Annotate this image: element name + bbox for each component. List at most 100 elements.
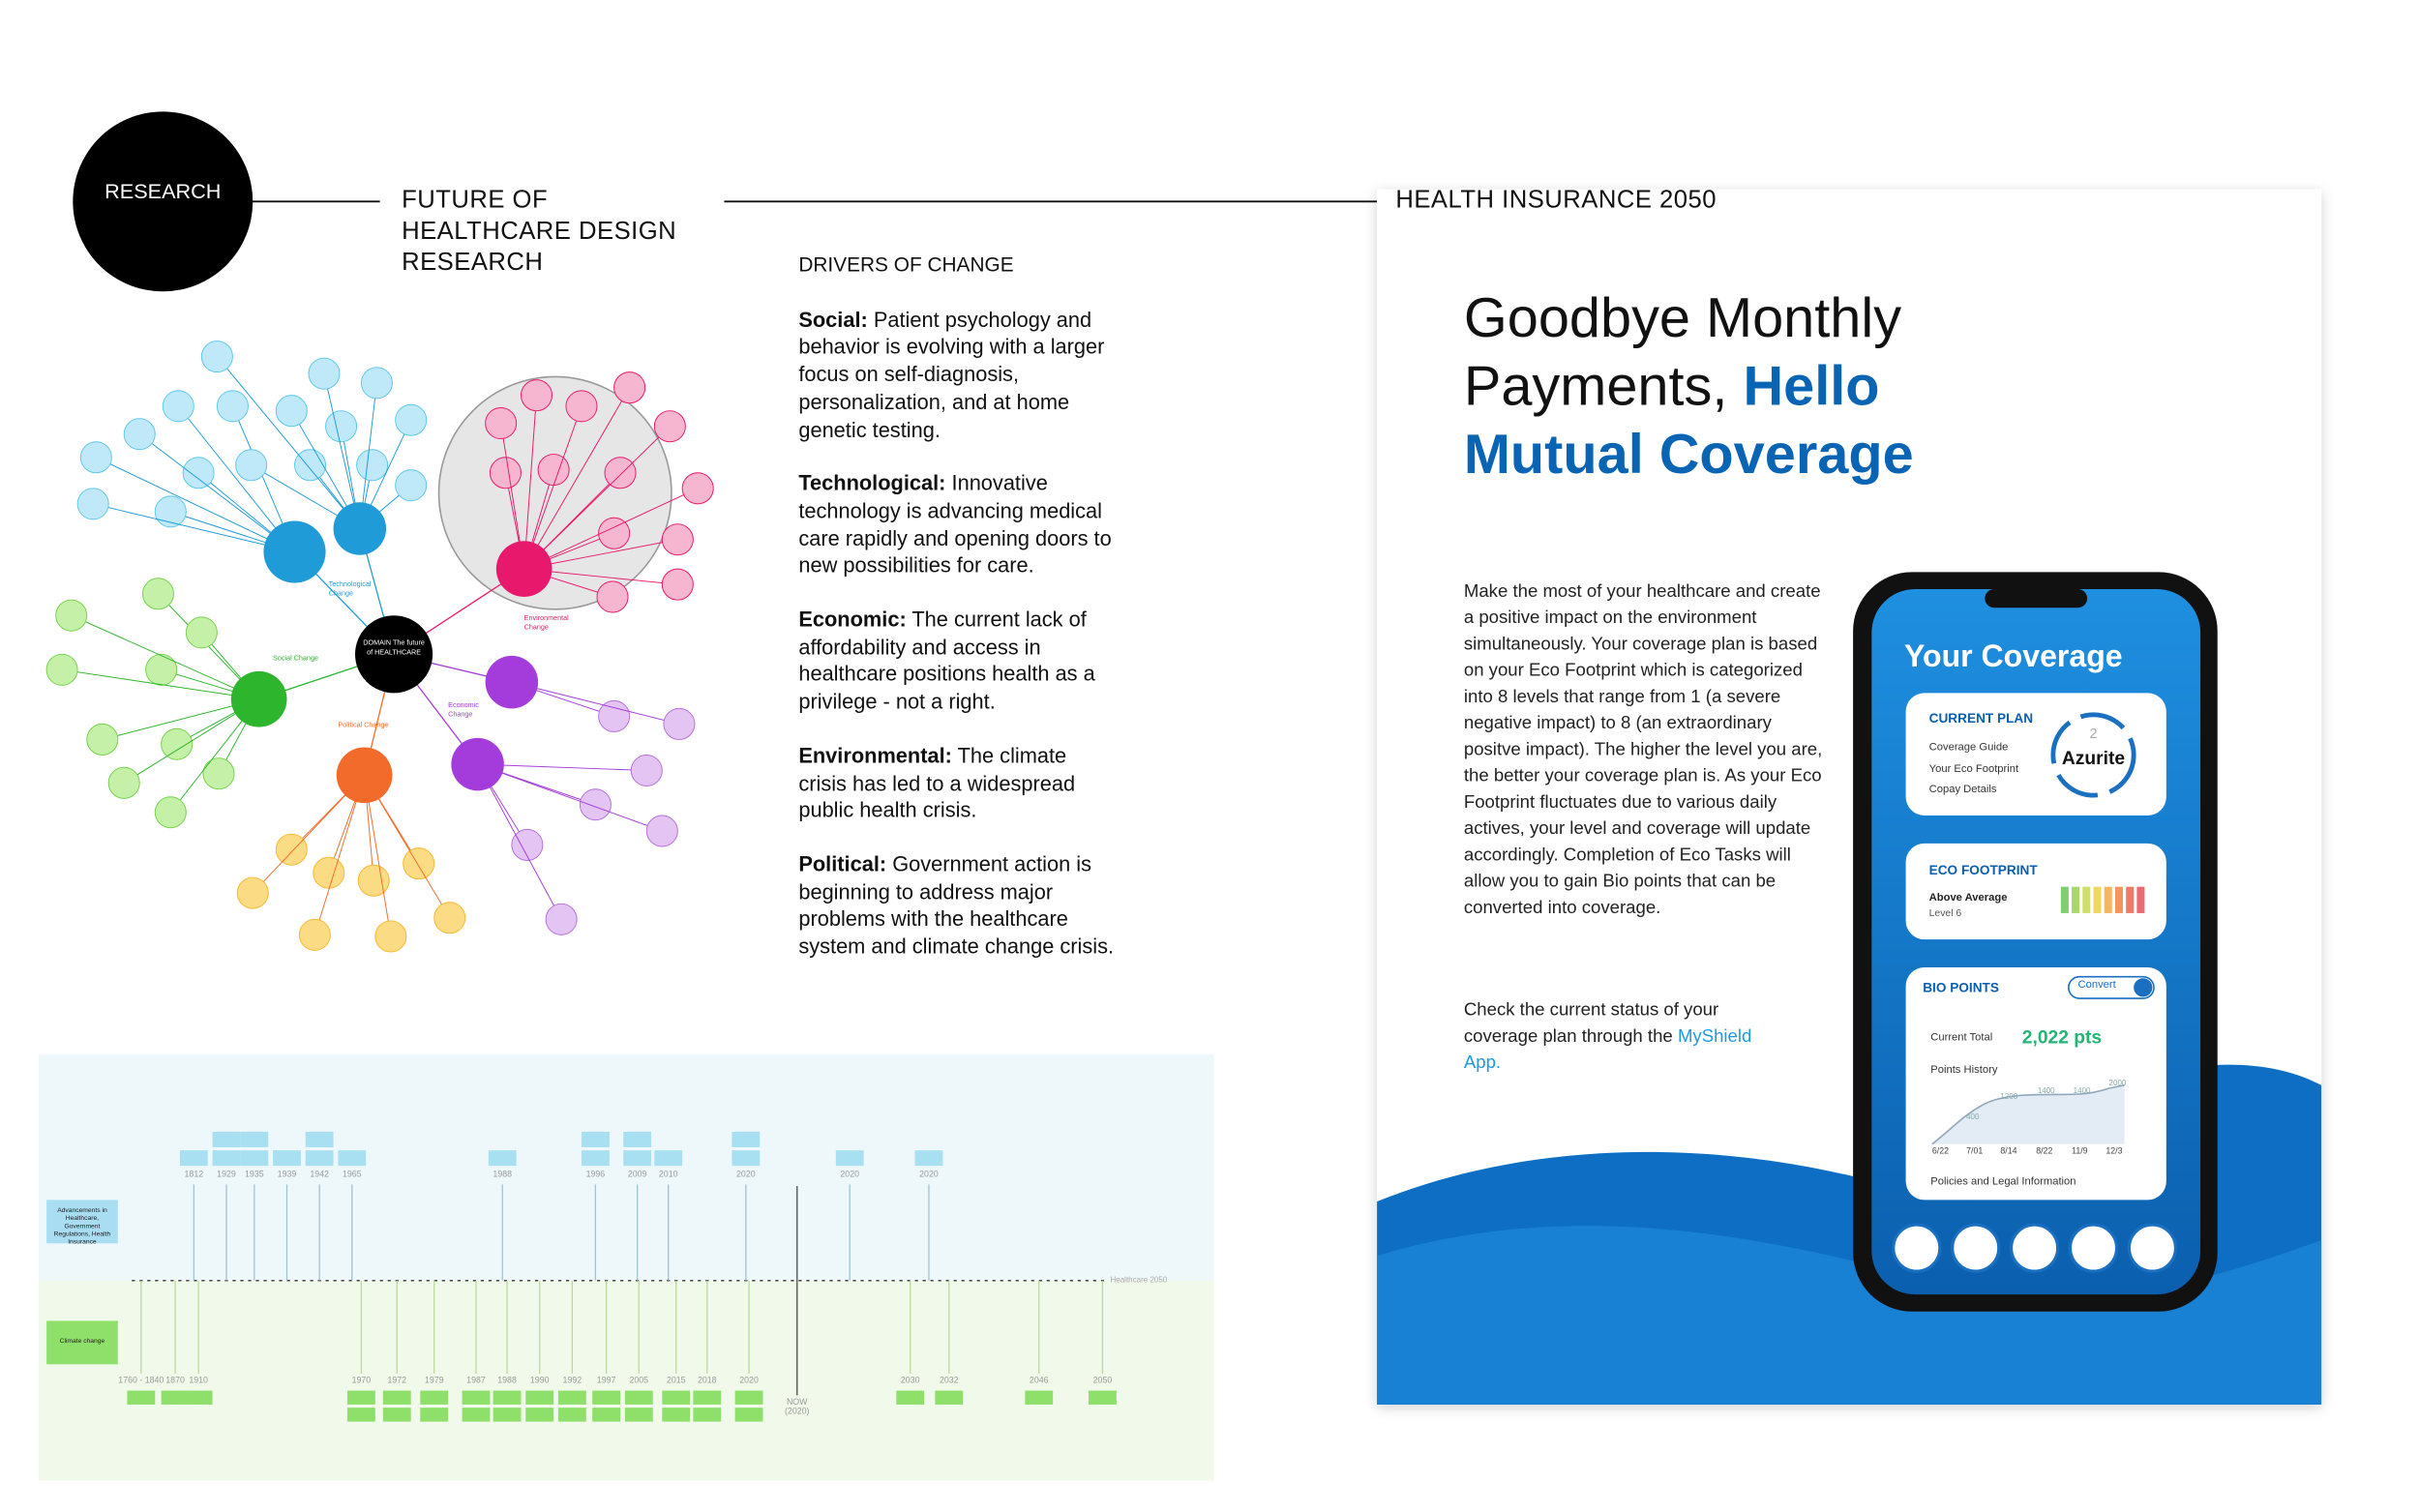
event-card: [493, 1408, 522, 1422]
tab-health[interactable]: [2068, 1223, 2119, 1273]
idea: [357, 864, 390, 897]
event-card: [624, 1390, 653, 1405]
bio-heading: BIO POINTS: [1923, 979, 1999, 995]
drivers-list: Social: Patient psychology and behavior …: [798, 307, 1117, 961]
history-date: 7/01: [1966, 1146, 1984, 1157]
convert-button[interactable]: [2068, 975, 2155, 999]
drivers-title: DRIVERS OF CHANGE: [798, 252, 1014, 277]
event-card: [557, 1390, 586, 1405]
policies-link[interactable]: Policies and Legal Information: [1930, 1176, 2076, 1188]
tab-tasks[interactable]: [1951, 1223, 2001, 1273]
idea: [216, 390, 249, 423]
env-cluster: [437, 375, 672, 610]
convert-label[interactable]: Convert: [2077, 979, 2116, 992]
driver-text: Patient psychology and behavior is evolv…: [798, 308, 1105, 441]
idea: [45, 653, 78, 686]
driver-text: Government action is beginning to addres…: [798, 852, 1115, 959]
event-card: [732, 1131, 761, 1147]
twig: [523, 405, 582, 570]
bottom-year: 2030: [900, 1377, 920, 1386]
event-card: [525, 1390, 554, 1405]
event-card: [734, 1390, 763, 1405]
event-card: [305, 1131, 334, 1147]
idea: [145, 653, 178, 686]
twig: [323, 373, 361, 529]
eco-card: [1905, 843, 2166, 940]
event-card: [346, 1408, 375, 1422]
event-card: [693, 1408, 722, 1422]
tab-coverage[interactable]: [2009, 1223, 2060, 1273]
idea: [511, 828, 544, 861]
twig: [216, 356, 361, 529]
idea: [395, 469, 428, 502]
hub: [230, 670, 287, 727]
twig: [177, 405, 295, 552]
bottom-year: 2050: [1092, 1377, 1113, 1386]
event-card: [623, 1150, 652, 1167]
driver-label: Social:: [798, 308, 868, 332]
top-year: 2010: [658, 1170, 678, 1180]
bottom-year: 2018: [697, 1377, 717, 1386]
idea: [663, 707, 696, 740]
plan-link: Coverage Guide: [1928, 742, 2009, 754]
history-point: 1400: [2073, 1086, 2091, 1097]
event-card: [240, 1150, 269, 1167]
event-card: [662, 1390, 691, 1405]
level-ring: [2050, 712, 2136, 798]
idea: [236, 876, 269, 909]
idea: [661, 568, 694, 601]
event-card: [581, 1131, 610, 1147]
idea: [360, 367, 393, 400]
headline-plain: Goodbye Monthly Payments,: [1463, 284, 1902, 418]
total-value: 2,022 pts: [2021, 1025, 2103, 1049]
drivers: DRIVERS OF CHANGE Social: Patient psycho…: [798, 252, 1117, 988]
bottom-year: 2046: [1029, 1377, 1049, 1386]
eco-level: Level 6: [1928, 908, 1962, 920]
event-card: [488, 1150, 517, 1167]
convert-icon: [2134, 978, 2153, 997]
driver-text: The climate crisis has led to a widespre…: [798, 743, 1076, 822]
event-card: [462, 1408, 491, 1422]
bottom-year: 1988: [497, 1377, 517, 1386]
branch-label: Economic Change: [448, 700, 479, 718]
idea: [161, 727, 194, 760]
event-card: [654, 1150, 683, 1167]
tab-home[interactable]: [2127, 1223, 2178, 1273]
history-date: 8/14: [2000, 1146, 2017, 1157]
idea: [520, 379, 553, 412]
bottom-year: 2032: [939, 1377, 959, 1386]
timeline-marks: [127, 1131, 1117, 1422]
wave: [1377, 1226, 2322, 1405]
event-card: [212, 1131, 241, 1147]
row-label-box: [46, 1320, 118, 1365]
hub: [495, 541, 552, 598]
event-card: [662, 1408, 691, 1422]
idea: [123, 418, 156, 451]
top-year: 2020: [919, 1170, 939, 1180]
hub: [485, 655, 539, 709]
twig: [138, 433, 295, 552]
idea: [395, 403, 428, 436]
twig: [62, 668, 259, 700]
driver: Political: Government action is beginnin…: [798, 851, 1117, 961]
history-date: 6/22: [1931, 1146, 1950, 1157]
badge-label: RESEARCH: [105, 179, 222, 203]
tab-profile[interactable]: [1892, 1223, 1942, 1273]
bottom-year: 2015: [666, 1377, 686, 1386]
badge: [73, 111, 254, 292]
twig: [96, 457, 295, 552]
eco-heading: ECO FOOTPRINT: [1928, 862, 2038, 878]
event-card: [305, 1150, 334, 1167]
driver-label: Economic:: [798, 608, 907, 632]
idea: [433, 902, 466, 934]
poster-body: Make the most of your healthcare and cre…: [1463, 580, 1823, 918]
idea: [661, 523, 694, 556]
mind-map: [45, 341, 714, 953]
cta-link[interactable]: MyShield App.: [1463, 1025, 1752, 1073]
bottom-year: 1990: [529, 1377, 550, 1386]
idea: [598, 517, 631, 549]
idea: [141, 578, 174, 610]
idea: [76, 488, 109, 520]
